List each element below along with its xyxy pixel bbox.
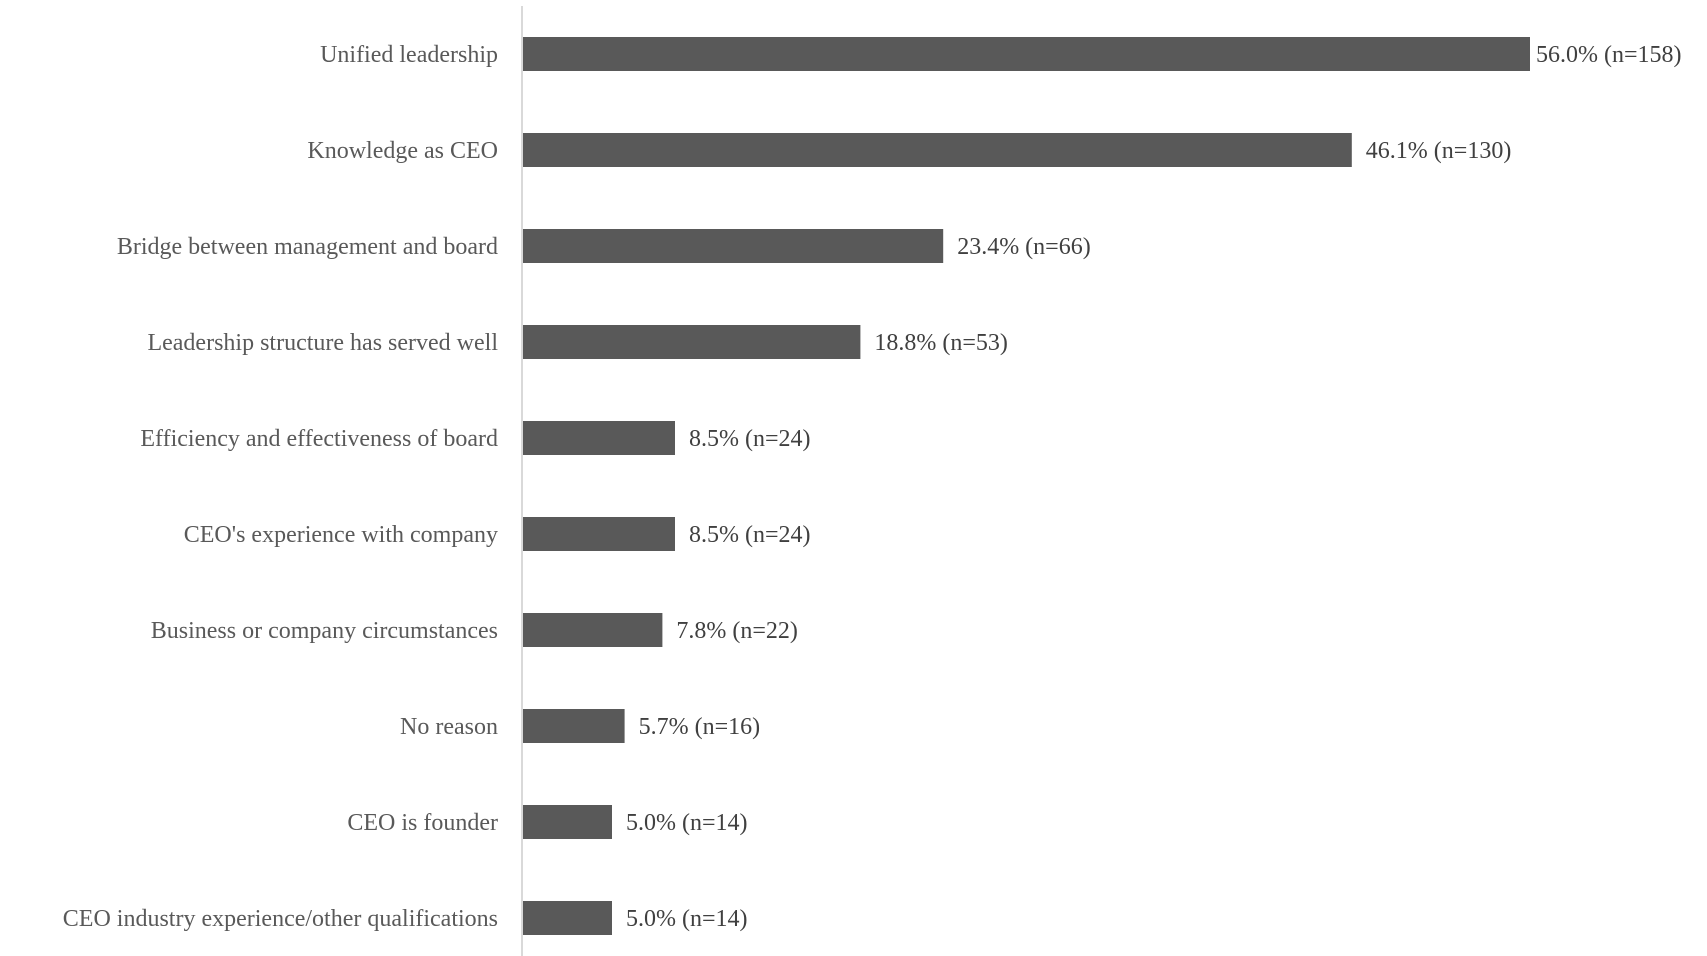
category-label: Leadership structure has served well (147, 330, 498, 356)
bar (522, 133, 1352, 167)
category-label: Knowledge as CEO (307, 138, 498, 164)
bar (522, 613, 663, 647)
data-label: 5.7% (n=16) (639, 714, 761, 740)
bar (522, 229, 944, 263)
category-label: Business or company circumstances (151, 618, 498, 644)
data-label: 56.0% (n=158) (1536, 42, 1682, 68)
category-label: Bridge between management and board (117, 234, 498, 260)
category-label: CEO industry experience/other qualificat… (63, 906, 498, 932)
data-label: 5.0% (n=14) (626, 810, 748, 836)
category-label: Efficiency and effectiveness of board (140, 426, 498, 452)
data-label: 46.1% (n=130) (1366, 138, 1512, 164)
data-label: 18.8% (n=53) (874, 330, 1008, 356)
bar (522, 517, 675, 551)
bar (522, 805, 612, 839)
data-label: 5.0% (n=14) (626, 906, 748, 932)
data-label: 23.4% (n=66) (957, 234, 1091, 260)
category-labels-group: Unified leadership Knowledge as CEO Bridge… (63, 42, 499, 932)
bar (522, 709, 625, 743)
bars-group (522, 37, 1530, 935)
category-label: No reason (400, 714, 498, 740)
data-label: 8.5% (n=24) (689, 426, 811, 452)
data-labels-group: 56.0% (n=158) 46.1% (n=130) 23.4% (n=66) 18… (626, 42, 1682, 932)
category-label: Unified leadership (320, 42, 498, 68)
data-label: 8.5% (n=24) (689, 522, 811, 548)
bar (522, 325, 861, 359)
category-label: CEO's experience with company (184, 522, 498, 548)
data-label: 7.8% (n=22) (676, 618, 798, 644)
bar (522, 421, 675, 455)
bar (522, 901, 612, 935)
category-label: CEO is founder (347, 810, 498, 836)
bar (522, 37, 1530, 71)
